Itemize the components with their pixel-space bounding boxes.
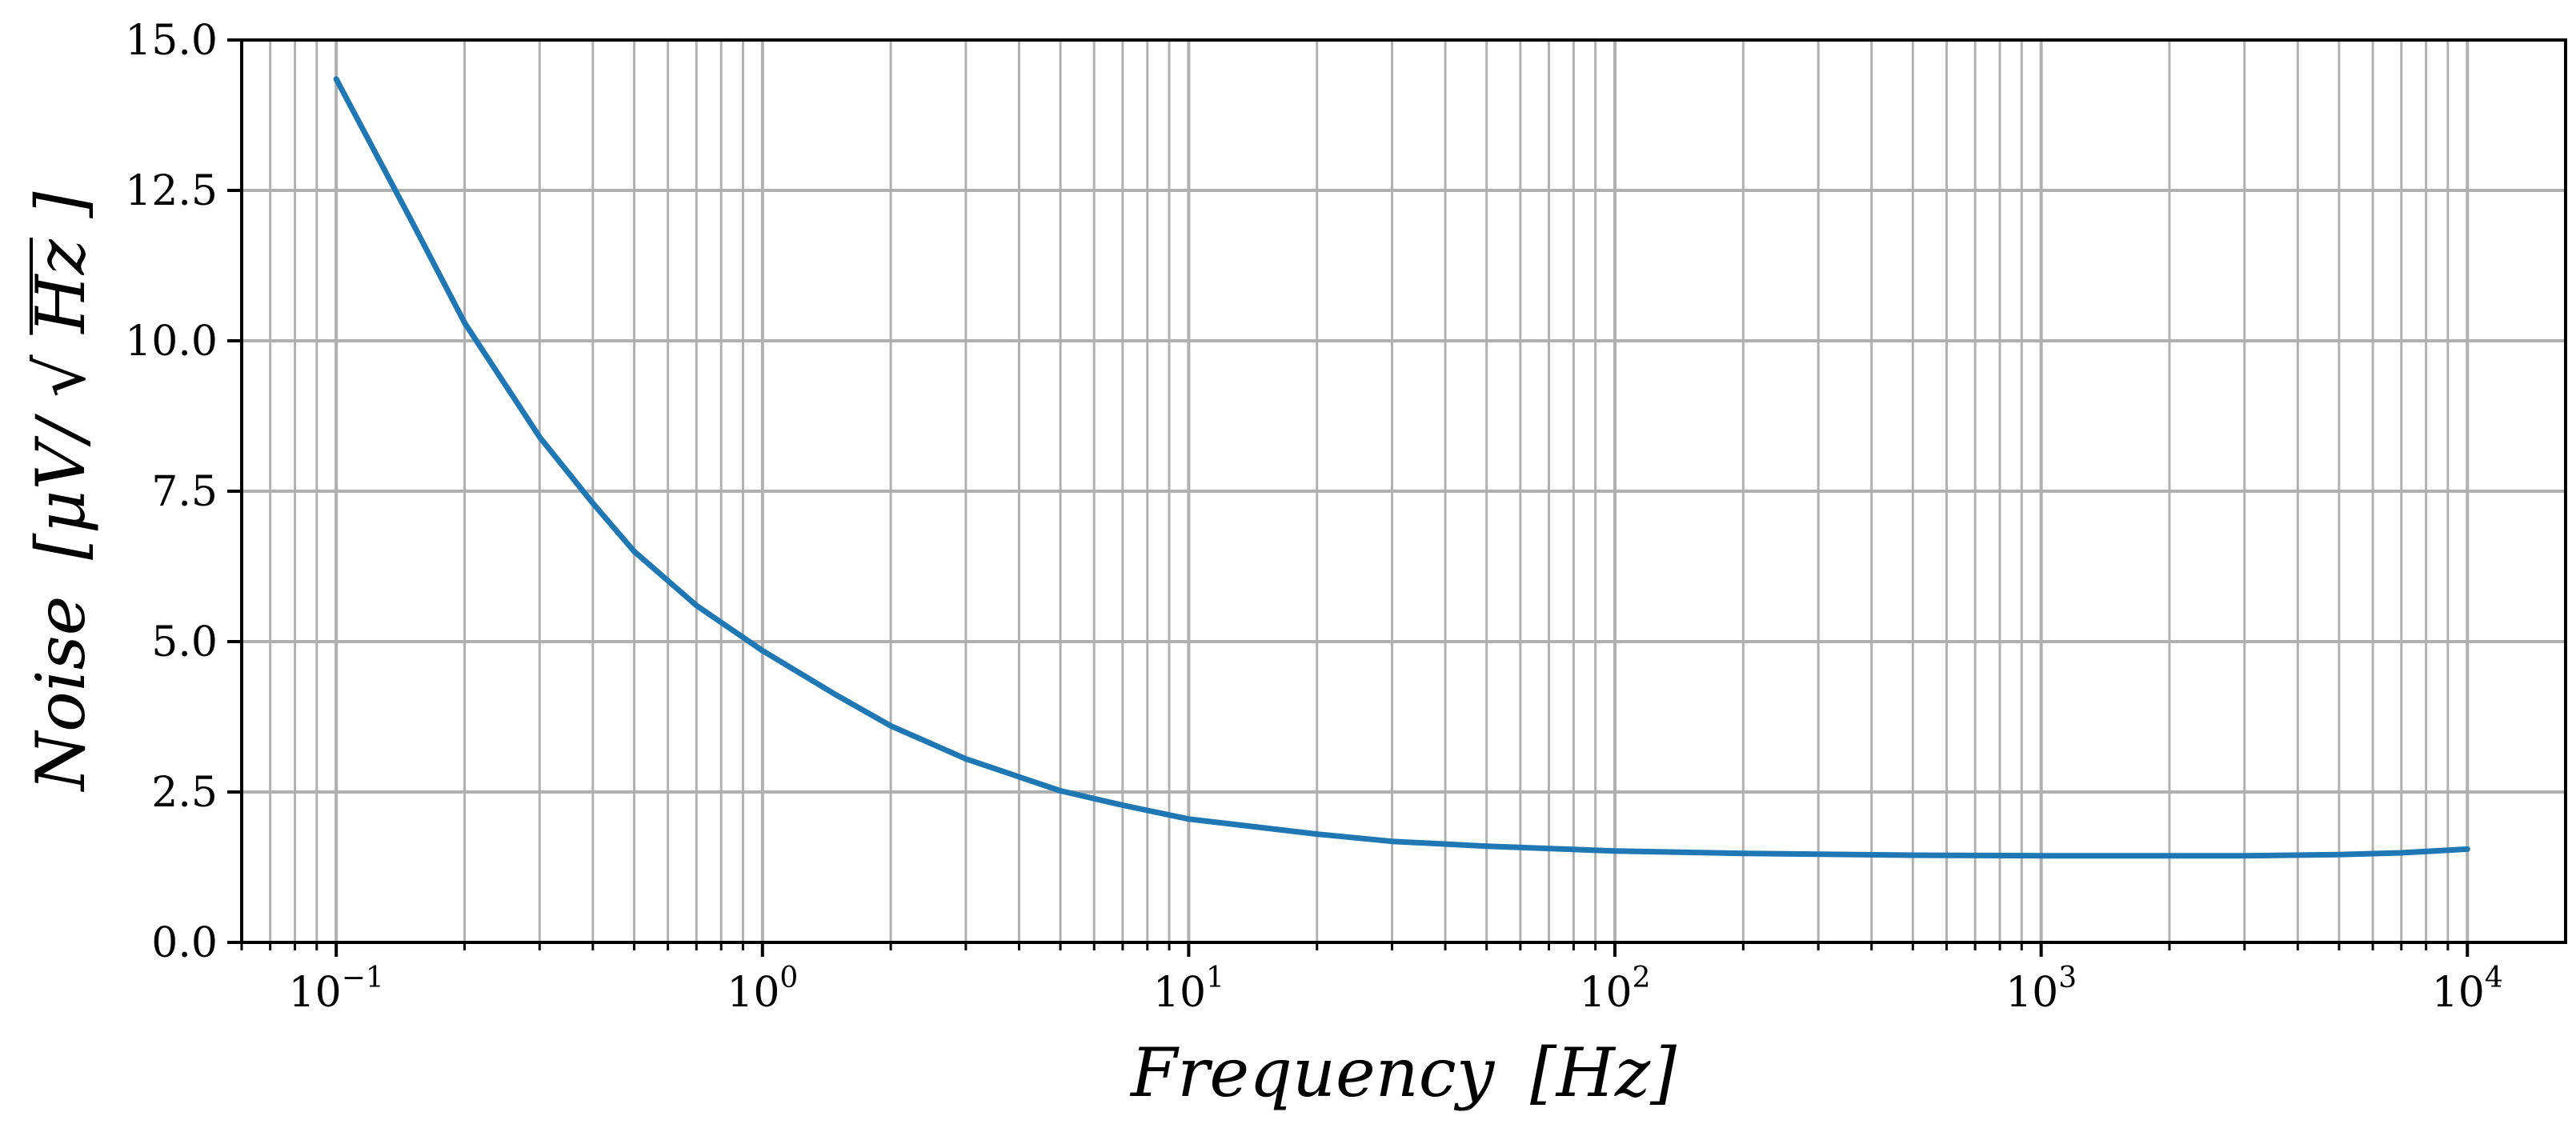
x-tick-label-exponent: 0 [779, 962, 798, 994]
x-tick-label: 100 [727, 962, 798, 1017]
x-tick-label: 104 [2432, 962, 2503, 1017]
y-tick-label: 10.0 [125, 318, 218, 366]
x-tick-label-exponent: 1 [1206, 962, 1224, 994]
x-tick-label-base: 10 [2005, 969, 2058, 1017]
y-axis-label-unit-close: ] [22, 191, 100, 218]
tick-marks [227, 38, 2470, 957]
x-tick-label-base: 10 [289, 969, 342, 1017]
y-tick-label: 2.5 [151, 769, 218, 817]
x-tick-label: 10−1 [289, 962, 384, 1017]
x-tick-label-base: 10 [2432, 969, 2485, 1017]
grid [240, 38, 2566, 944]
y-axis-label: Noise [μV/ √ Hz ] [22, 191, 100, 792]
y-tick-label: 0.0 [151, 919, 218, 967]
x-tick-label: 103 [2005, 962, 2077, 1017]
y-axis-label-sqrt: √ [22, 354, 100, 398]
x-tick-label-exponent: 4 [2485, 962, 2503, 994]
y-tick-label: 12.5 [125, 167, 218, 215]
x-tick-label-exponent: −1 [342, 962, 384, 994]
x-tick-label-exponent: 2 [1633, 962, 1651, 994]
x-tick-label-exponent: 3 [2058, 962, 2077, 994]
y-tick-label: 5.0 [151, 618, 218, 666]
x-tick-label-base: 10 [1153, 969, 1206, 1017]
x-axis-label: Frequency [Hz] [1129, 1034, 1677, 1112]
series-line-noise [333, 76, 2470, 859]
x-tick-label: 102 [1579, 962, 1650, 1017]
x-tick-label-base: 10 [1579, 969, 1632, 1017]
x-tick-label: 101 [1153, 962, 1224, 1017]
y-axis-label-name: Noise [22, 596, 100, 793]
y-tick-label: 15.0 [125, 17, 218, 65]
series-layer [333, 76, 2470, 859]
y-axis-label-sqrt-arg: Hz [22, 238, 100, 334]
y-tick-label: 7.5 [151, 468, 218, 516]
x-tick-label-base: 10 [727, 969, 779, 1017]
x-axis-label-name: Frequency [1129, 1034, 1496, 1112]
x-axis-label-unit: [Hz] [1530, 1034, 1677, 1112]
tick-labels: 0.02.55.07.510.012.515.010−1 100 101 102 103… [125, 17, 2503, 1017]
y-axis-label-unit-open: [μV/ [22, 413, 100, 560]
